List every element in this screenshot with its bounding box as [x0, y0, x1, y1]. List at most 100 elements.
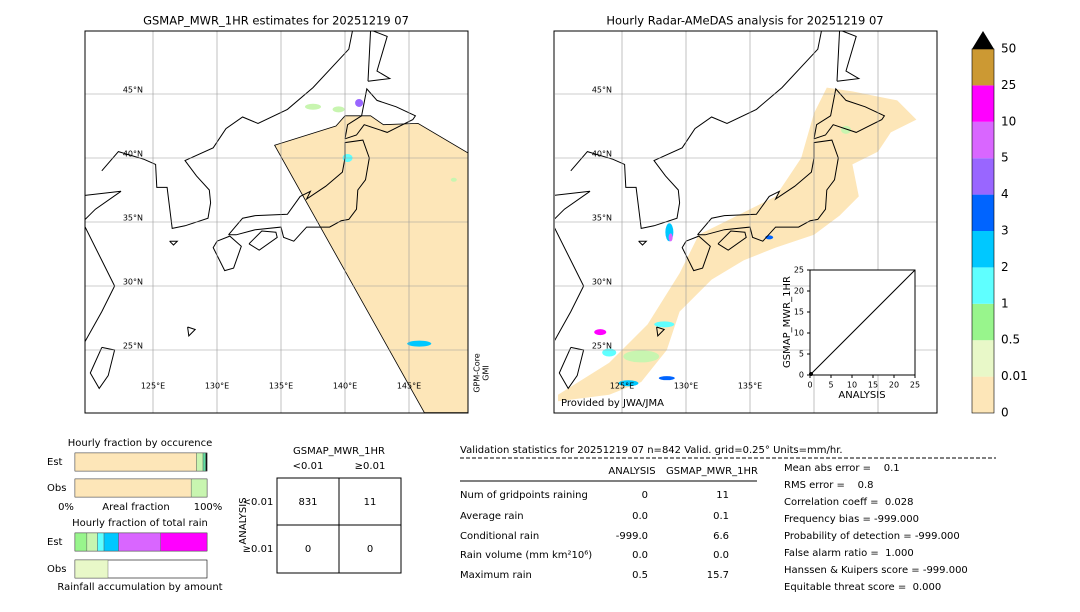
lon-label: 135°E [738, 382, 762, 391]
y-tick-label: 0 [799, 371, 804, 380]
colorbar-band [972, 376, 994, 413]
coastline [638, 240, 648, 246]
colorbar-band [972, 231, 994, 268]
stats-value: 0.0 [632, 550, 648, 561]
table-cell: 0 [305, 544, 311, 555]
map-frame [84, 30, 469, 414]
fraction-segment [74, 532, 88, 552]
coastline [813, 87, 886, 140]
lat-label: 45°N [592, 86, 612, 95]
coastline [89, 346, 116, 390]
score: Correlation coeff = 0.028 [784, 497, 914, 508]
score: Mean abs error = 0.1 [784, 463, 900, 474]
row-label: Obs [47, 483, 66, 494]
y-axis-label: GSMAP_MWR_1HR [782, 276, 793, 368]
coastline [169, 240, 179, 246]
table-cell: 831 [298, 497, 317, 508]
rain-cell [658, 376, 675, 381]
map-layer [85, 31, 468, 413]
stats-value: 0 [642, 490, 648, 501]
coastline [228, 139, 370, 242]
colorbar-band [972, 158, 994, 195]
fraction-segment [97, 532, 105, 552]
colorbar-label: 25 [1001, 78, 1016, 92]
axis-label: Areal fraction [102, 502, 169, 513]
row-label: Est [47, 537, 63, 548]
score: False alarm ratio = 1.000 [784, 548, 914, 559]
stats-label: Conditional rain [460, 531, 539, 542]
colorbar-band [972, 49, 994, 86]
rain-cell [618, 380, 639, 387]
lon-label: 145°E [397, 382, 421, 391]
colorbar-frame [971, 48, 995, 414]
y-tick-label: 25 [794, 266, 804, 275]
x-tick-label: 20 [889, 381, 899, 390]
x-axis-label: ANALYSIS [838, 390, 885, 401]
lat-label: 40°N [592, 150, 612, 159]
colorbar-extend [972, 31, 994, 49]
row-label: Est [47, 457, 63, 468]
y-tick-label: 20 [794, 287, 804, 296]
coastline [555, 190, 591, 341]
x-tick-label: 25 [910, 381, 920, 390]
col-header: ≥0.01 [355, 461, 386, 472]
colorbar-band [972, 121, 994, 159]
map-title: GSMAP_MWR_1HR estimates for 20251219 07 [143, 14, 409, 28]
score: RMS error = 0.8 [784, 480, 874, 491]
lon-label: 130°E [674, 382, 698, 391]
colorbar-band [972, 194, 994, 231]
rain-cell [355, 98, 364, 107]
y-tick-label: 10 [794, 329, 804, 338]
x-tick-label: 15 [868, 381, 878, 390]
rain-cell [305, 103, 321, 110]
coastline [656, 326, 666, 337]
score: Frequency bias = -999.000 [784, 514, 919, 525]
colorbar-band [972, 303, 994, 341]
colorbar-label: 4 [1001, 187, 1009, 201]
lat-label: 30°N [123, 278, 143, 287]
coastline [558, 346, 585, 390]
row-header: <0.01 [243, 497, 274, 508]
colorbar-label: 10 [1001, 114, 1016, 128]
fraction-segment [118, 532, 161, 552]
rain-cell [602, 348, 617, 357]
x-tick-label: 0 [807, 381, 812, 390]
coastline [248, 230, 278, 251]
stats-label: Rain volume (mm km²10⁶) [460, 550, 592, 561]
rain-cell [623, 350, 660, 363]
credit: Provided by JWA/JMA [561, 398, 664, 409]
colorbar-label: 0.5 [1001, 333, 1020, 347]
stats-value: 0.1 [713, 511, 729, 522]
rain-cell [668, 233, 673, 242]
score: Hanssen & Kuipers score = -999.000 [784, 565, 968, 576]
coastline [367, 31, 392, 82]
lat-label: 30°N [592, 278, 612, 287]
colorbar-band [972, 340, 994, 377]
rain-cell [654, 321, 675, 328]
colorbar-band [972, 85, 994, 122]
rain-cell [332, 106, 345, 113]
diagonal [809, 269, 916, 376]
col-header: <0.01 [293, 461, 324, 472]
lon-label: 135°E [269, 382, 293, 391]
fraction-segment [190, 478, 208, 498]
lon-label: 130°E [205, 382, 229, 391]
axis-left: 0% [58, 502, 74, 513]
stats-label: Average rain [460, 511, 524, 522]
map-title: Hourly Radar-AMeDAS analysis for 2025121… [606, 14, 883, 28]
coastline [697, 139, 839, 242]
lon-label: 140°E [333, 382, 357, 391]
score: Probability of detection = -999.000 [784, 531, 960, 542]
lat-label: 45°N [123, 86, 143, 95]
coastline [85, 190, 122, 343]
colorbar-label: 3 [1001, 224, 1009, 238]
row-header: ≥0.01 [243, 544, 274, 555]
stats-value: 11 [716, 490, 729, 501]
stats-value: 0.0 [632, 511, 648, 522]
rain-cell [594, 329, 607, 336]
sensor-label: GPM-Core [473, 353, 482, 392]
row-label: ANALYSIS [238, 497, 249, 544]
score: Equitable threat score = 0.000 [784, 582, 941, 593]
stats-value: 6.6 [713, 531, 729, 542]
